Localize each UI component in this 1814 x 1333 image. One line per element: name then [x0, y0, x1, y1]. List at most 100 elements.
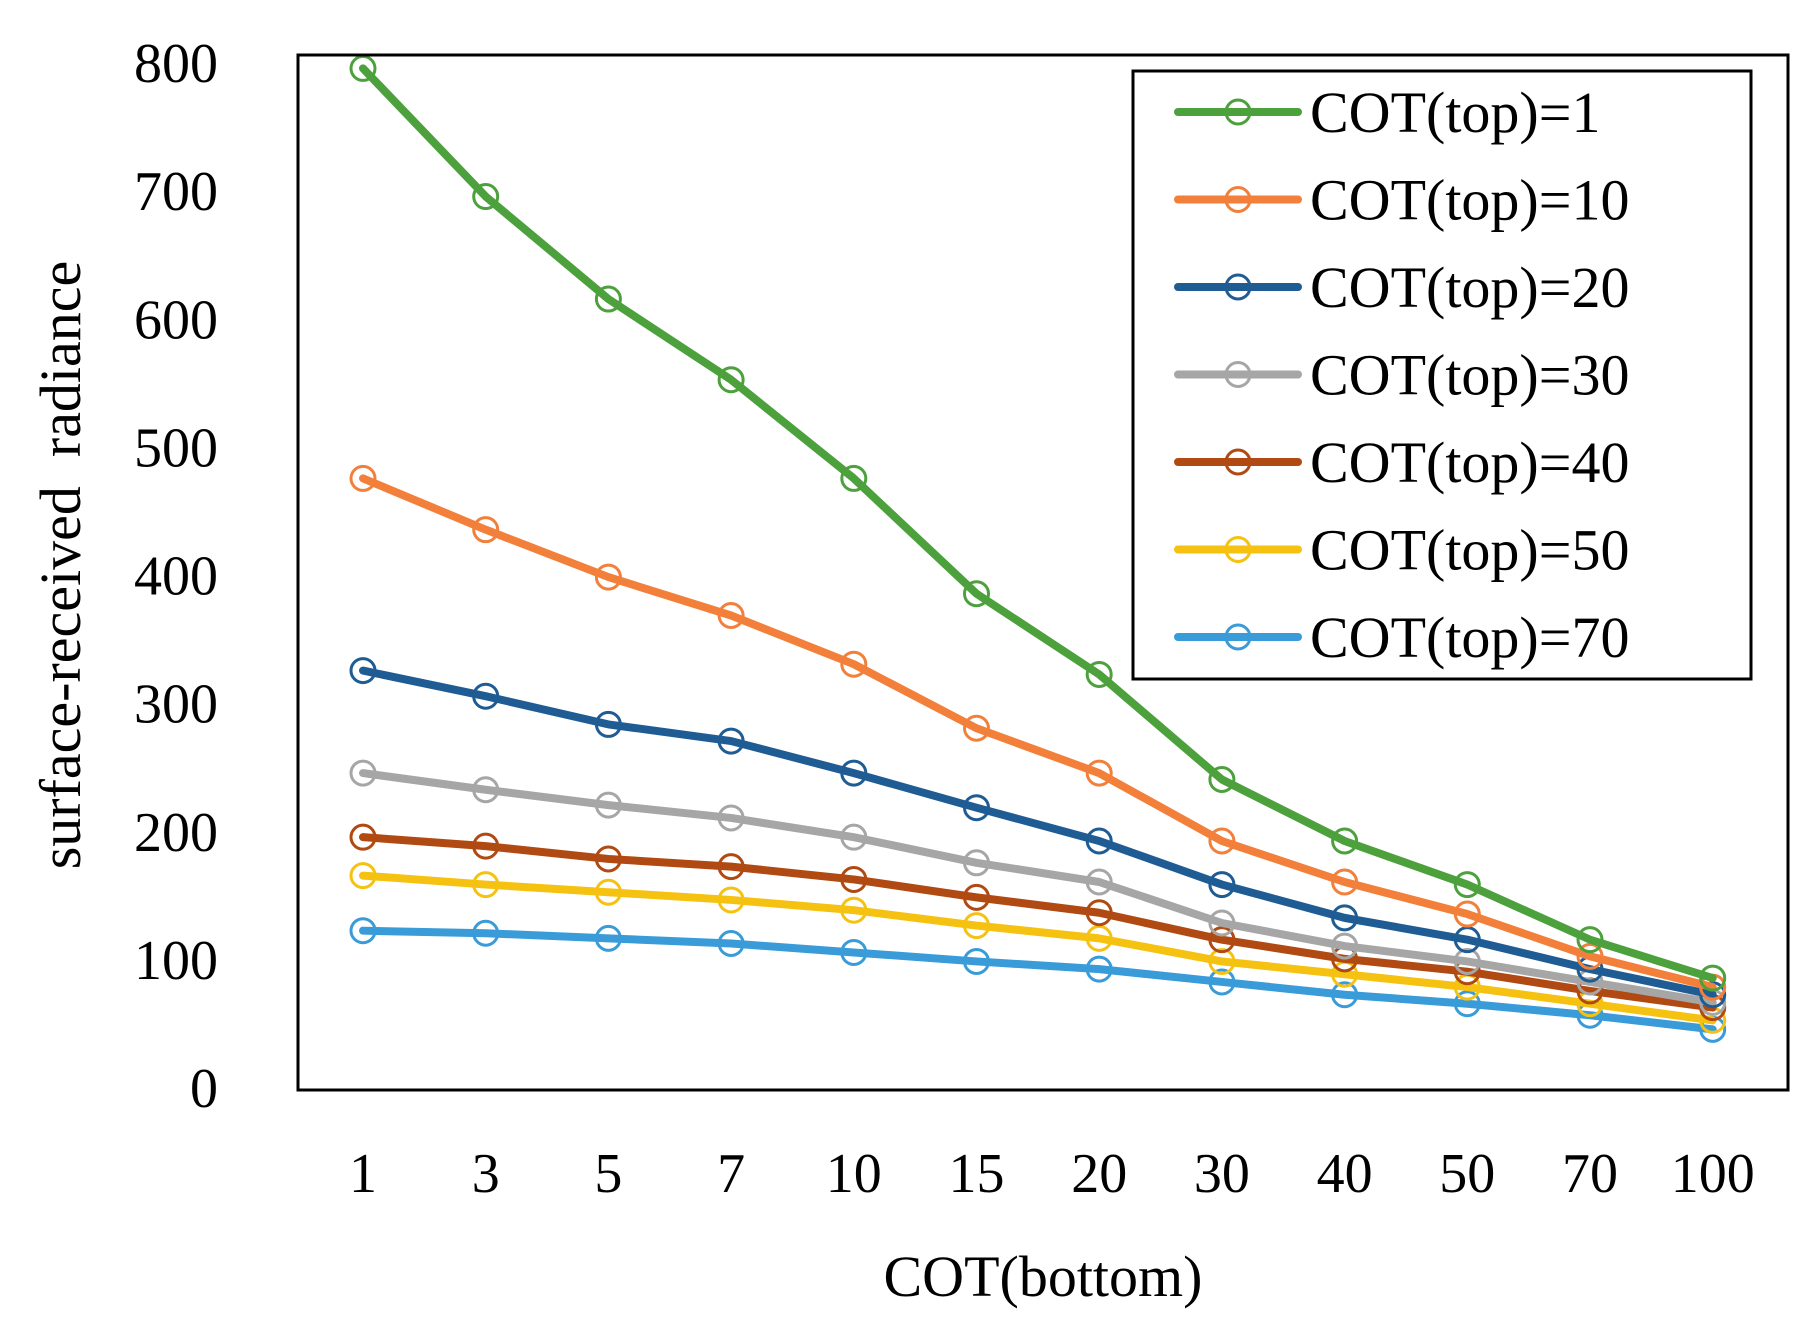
x-tick-label: 3: [472, 1143, 500, 1205]
data-point: [349, 862, 377, 890]
data-point: [1085, 924, 1113, 952]
data-point: [1699, 964, 1727, 992]
data-point: [717, 930, 745, 957]
y-tick-label: 400: [134, 546, 218, 608]
x-tick-label: 70: [1562, 1143, 1618, 1205]
x-tick-label: 5: [594, 1143, 622, 1205]
x-tick-label: 40: [1317, 1143, 1373, 1205]
legend-label: COT(top)=1: [1310, 80, 1600, 145]
data-point: [963, 794, 990, 822]
legend-item: COT(top)=50: [1174, 518, 1629, 583]
x-tick-label: 100: [1671, 1143, 1755, 1205]
x-axis-ticks: 1 3 5 7 10 15 20 30 40 50 70 100: [349, 1143, 1755, 1205]
data-point: [349, 464, 377, 492]
data-point: [840, 823, 868, 851]
data-point: [472, 516, 500, 544]
data-point: [1331, 868, 1359, 896]
x-axis-title: COT(bottom): [884, 1244, 1203, 1309]
data-point: [349, 657, 377, 685]
data-point: [963, 883, 990, 911]
data-point: [1085, 899, 1113, 927]
x-tick-label: 1: [349, 1143, 377, 1205]
legend-swatch-marker: [1224, 448, 1252, 476]
data-point: [594, 791, 622, 819]
data-point: [1331, 981, 1359, 1009]
y-tick-label: 200: [134, 802, 218, 864]
data-point: [594, 924, 622, 952]
series-line: [359, 64, 1717, 983]
series-1: [349, 54, 1727, 992]
y-tick-label: 300: [134, 674, 218, 736]
data-point: [1085, 827, 1113, 855]
y-tick-label: 0: [190, 1058, 218, 1120]
data-point: [717, 727, 745, 755]
legend-swatch-marker: [1224, 98, 1252, 126]
data-point: [963, 849, 990, 877]
data-point: [472, 183, 500, 211]
legend-item: COT(top)=70: [1174, 605, 1629, 670]
legend-swatch-marker: [1224, 273, 1252, 301]
data-point: [1208, 926, 1236, 954]
series-3: [349, 657, 1727, 1009]
data-point: [472, 832, 500, 860]
data-point: [349, 917, 377, 945]
x-tick-label: 10: [826, 1143, 882, 1205]
data-point: [349, 823, 377, 851]
series-line: [359, 474, 1717, 992]
legend-label: COT(top)=40: [1310, 430, 1629, 495]
data-point: [1085, 868, 1113, 896]
data-point: [1453, 947, 1481, 975]
data-point: [1453, 926, 1481, 954]
data-point: [1576, 942, 1604, 970]
x-tick-label: 15: [949, 1143, 1005, 1205]
data-point: [594, 845, 622, 873]
data-point: [1331, 827, 1359, 855]
data-point: [1699, 981, 1727, 1009]
series-4: [349, 759, 1727, 1016]
legend-item: COT(top)=40: [1174, 430, 1629, 495]
series-line: [359, 833, 1717, 1012]
data-point: [840, 759, 868, 787]
x-tick-label: 50: [1439, 1143, 1495, 1205]
data-point: [963, 714, 990, 742]
legend-item: COT(top)=1: [1174, 80, 1600, 145]
series-2: [349, 464, 1727, 1001]
legend-swatch-marker: [1224, 186, 1252, 213]
legend-label: COT(top)=30: [1310, 343, 1629, 408]
data-point: [1208, 766, 1236, 793]
x-tick-label: 7: [717, 1143, 745, 1205]
x-tick-label: 30: [1194, 1143, 1250, 1205]
data-point: [1453, 900, 1481, 928]
data-point: [1208, 968, 1236, 996]
legend-item: COT(top)=20: [1174, 255, 1629, 320]
legend-label: COT(top)=50: [1310, 518, 1629, 583]
data-point: [472, 776, 500, 804]
data-point: [594, 285, 622, 313]
data-point: [1208, 909, 1236, 937]
series-line: [359, 769, 1717, 1007]
y-tick-label: 100: [134, 930, 218, 992]
data-point: [840, 938, 868, 966]
y-axis-ticks: 0 100 200 300 400 500 600 700 800: [134, 33, 218, 1120]
data-point: [1085, 660, 1113, 688]
data-point: [963, 912, 990, 940]
data-point: [717, 366, 745, 394]
data-point: [1331, 932, 1359, 960]
data-point: [1331, 904, 1359, 932]
data-point: [1453, 990, 1481, 1018]
data-point: [840, 865, 868, 893]
data-point: [472, 919, 500, 947]
y-tick-label: 600: [134, 289, 218, 351]
data-point: [1208, 947, 1236, 975]
legend-item: COT(top)=10: [1174, 168, 1629, 233]
data-point: [717, 804, 745, 832]
legend-swatch-marker: [1224, 536, 1252, 563]
data-point: [1085, 955, 1113, 983]
data-point: [840, 650, 868, 678]
data-point: [963, 947, 990, 975]
legend: COT(top)=1 COT(top)=10 COT(top)=20 COT(top)…: [1131, 69, 1753, 681]
data-point: [1453, 871, 1481, 899]
legend-label: COT(top)=10: [1310, 168, 1629, 233]
series-line: [359, 926, 1717, 1034]
